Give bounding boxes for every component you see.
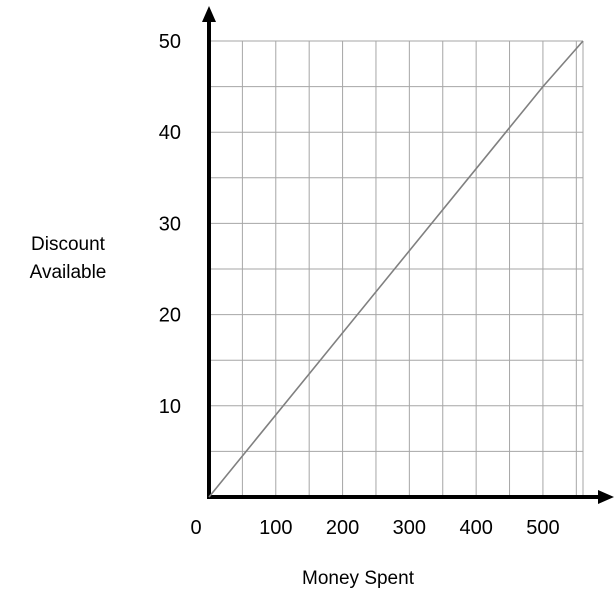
y-tick-label: 30 — [159, 213, 181, 235]
y-tick-label: 40 — [159, 122, 181, 144]
grid — [209, 40, 584, 497]
x-tick-label: 400 — [459, 517, 492, 539]
x-tick-label: 200 — [326, 517, 359, 539]
tick-labels: 0 100 200 300 400 500 10 20 30 40 50 — [159, 31, 560, 539]
x-tick-label: 100 — [259, 517, 292, 539]
x-tick-label: 0 — [190, 517, 201, 539]
y-axis-title-line-2: Available — [30, 262, 107, 283]
y-tick-label: 50 — [159, 31, 181, 53]
y-axis-title-line-1: Discount — [31, 234, 106, 255]
y-tick-label: 10 — [159, 396, 181, 418]
x-tick-label: 300 — [393, 517, 426, 539]
series — [208, 40, 584, 498]
x-axis-title: Money Spent — [302, 568, 415, 589]
y-axis-arrow-icon — [202, 6, 216, 22]
axes — [202, 6, 614, 504]
y-tick-label: 20 — [159, 305, 181, 327]
series-line-0 — [208, 40, 584, 498]
x-axis-arrow-icon — [598, 490, 614, 504]
x-tick-label: 500 — [526, 517, 559, 539]
